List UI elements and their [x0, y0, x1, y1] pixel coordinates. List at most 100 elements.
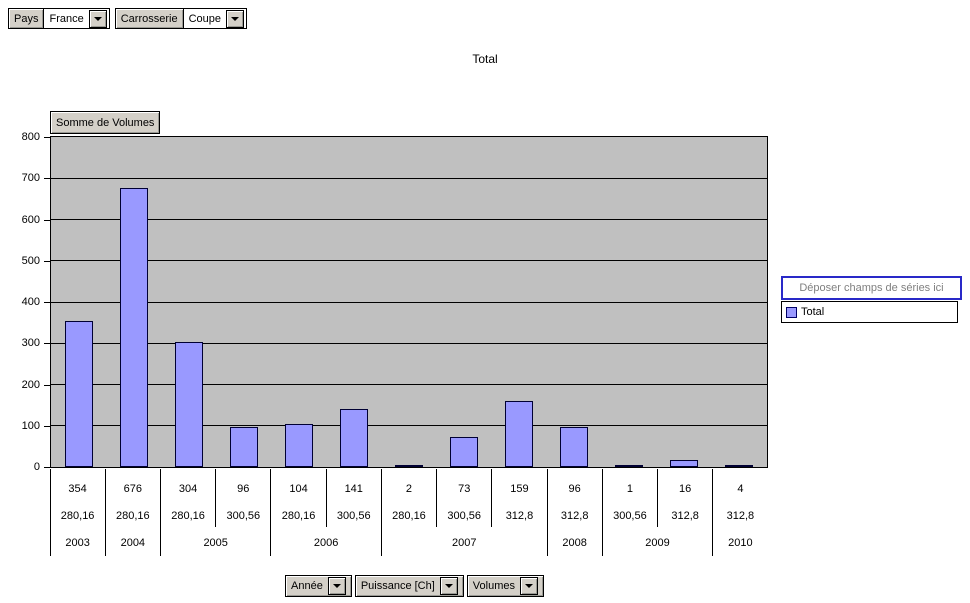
x-label-year: 2010	[728, 537, 753, 549]
x-label-puissance: 280,16	[281, 510, 316, 522]
x-axis-group-separator	[546, 469, 548, 556]
x-label-puissance: 300,56	[613, 510, 647, 522]
gridline	[51, 177, 767, 179]
y-axis-tick	[44, 467, 50, 468]
series-drop-zone[interactable]: Déposer champs de séries ici	[781, 276, 962, 300]
bar-2003-280,16	[64, 320, 93, 467]
data-field-button[interactable]: Somme de Volumes	[50, 111, 161, 134]
x-label-puissance: 300,56	[226, 510, 261, 522]
pays-dropdown-arrow-icon[interactable]	[88, 9, 107, 28]
annee-field-label: Année	[291, 580, 323, 592]
x-label-volume: 676	[123, 483, 142, 495]
x-label-puissance: 300,56	[447, 510, 482, 522]
x-label-year: 2008	[562, 537, 587, 549]
y-axis-tick	[44, 425, 50, 427]
x-axis-group-separator	[712, 469, 714, 556]
x-axis-labels: 354 280,16 676 280,16 304 280,16 96 300,56 104 28…	[50, 469, 768, 556]
legend: Total	[781, 301, 958, 323]
gridline	[51, 260, 767, 262]
x-axis-separator	[436, 469, 438, 527]
gridline	[51, 342, 767, 344]
y-axis-tick	[44, 384, 50, 386]
gridline	[51, 425, 767, 427]
x-label-volume: 141	[344, 483, 363, 495]
chevron-down-icon	[93, 16, 102, 21]
bar-2007-300,56	[450, 436, 479, 467]
x-label-volume: 16	[679, 483, 692, 495]
y-axis-label: 300	[21, 337, 40, 350]
x-axis-group-separator	[270, 469, 272, 556]
x-axis-group-separator	[50, 469, 51, 556]
chevron-down-icon	[525, 584, 533, 588]
x-label-volume: 159	[510, 483, 529, 495]
bar-2004-280,16	[119, 188, 148, 467]
pays-field-button[interactable]: Pays	[8, 8, 45, 29]
x-label-year: 2004	[120, 537, 146, 549]
x-label-year: 2009	[645, 537, 670, 549]
y-axis-tick	[44, 343, 50, 345]
y-axis-label: 800	[21, 131, 40, 143]
y-axis-tick	[44, 178, 50, 180]
volumes-field-button[interactable]: Volumes	[466, 575, 544, 597]
y-axis-tick	[44, 302, 50, 303]
y-axis-tick	[44, 260, 50, 262]
y-axis-tick	[44, 137, 50, 138]
x-label-puissance: 312,8	[726, 510, 755, 522]
carrosserie-dropdown-arrow-icon[interactable]	[226, 9, 244, 28]
x-label-volume: 1	[626, 483, 633, 495]
annee-field-button[interactable]: Année	[285, 575, 352, 597]
plot-area	[50, 136, 768, 468]
pays-filter-value[interactable]: France	[43, 8, 110, 29]
x-label-puissance: 312,8	[560, 510, 589, 522]
carrosserie-filter-value[interactable]: Coupe	[182, 8, 247, 29]
gridline	[51, 219, 767, 220]
x-axis-group-separator	[159, 469, 161, 556]
puissance-field-button[interactable]: Puissance [Ch]	[354, 575, 464, 597]
x-label-puissance: 312,8	[671, 510, 699, 522]
x-label-volume: 96	[237, 483, 250, 495]
puissance-dropdown-arrow-icon[interactable]	[439, 577, 458, 595]
x-label-puissance: 280,16	[60, 510, 95, 522]
x-axis-separator	[325, 469, 327, 527]
x-label-puissance: 280,16	[171, 510, 205, 522]
x-axis-separator	[491, 469, 493, 527]
x-label-volume: 304	[178, 483, 198, 495]
x-label-year: 2005	[203, 537, 228, 549]
carrosserie-filter: Carrosserie Coupe	[114, 8, 247, 29]
pays-filter-value-label: France	[49, 12, 84, 25]
x-label-puissance: 280,16	[116, 510, 150, 522]
y-axis-label: 700	[21, 172, 40, 185]
gridline	[51, 384, 767, 385]
x-label-puissance: 312,8	[505, 510, 534, 522]
x-label-volume: 96	[568, 483, 581, 495]
y-axis-label: 200	[21, 378, 40, 391]
chevron-down-icon	[231, 16, 239, 21]
legend-label-total: Total	[801, 306, 825, 318]
x-label-volume: 104	[289, 483, 308, 495]
x-label-volume: 73	[458, 483, 471, 495]
x-label-puissance: 300,56	[336, 510, 371, 522]
x-axis-group-separator	[767, 469, 768, 556]
annee-dropdown-arrow-icon[interactable]	[327, 577, 346, 595]
bar-2009-300,56	[615, 465, 644, 467]
carrosserie-field-button[interactable]: Carrosserie	[114, 8, 184, 29]
bar-2009-312,8	[670, 460, 699, 467]
y-axis-tick	[44, 219, 50, 221]
x-label-year: 2007	[451, 537, 477, 549]
x-axis-group-separator	[601, 469, 603, 556]
x-axis-group-separator	[380, 469, 382, 556]
bar-2010-312,8	[725, 465, 754, 467]
gridline	[51, 301, 767, 303]
chart-title: Total	[472, 52, 498, 66]
pays-filter: Pays France	[8, 8, 110, 29]
bar-2007-312,8	[505, 401, 534, 467]
x-axis-separator	[215, 469, 217, 527]
y-axis: 0 100 200 300 400 500 600 700 800	[0, 131, 50, 473]
x-label-year: 2006	[313, 537, 339, 549]
volumes-dropdown-arrow-icon[interactable]	[520, 577, 538, 595]
puissance-field-label: Puissance [Ch]	[360, 580, 435, 592]
bar-2005-300,56	[229, 427, 258, 467]
y-axis-label: 0	[33, 461, 40, 473]
x-label-year: 2003	[65, 537, 90, 549]
x-axis-separator	[657, 469, 659, 527]
